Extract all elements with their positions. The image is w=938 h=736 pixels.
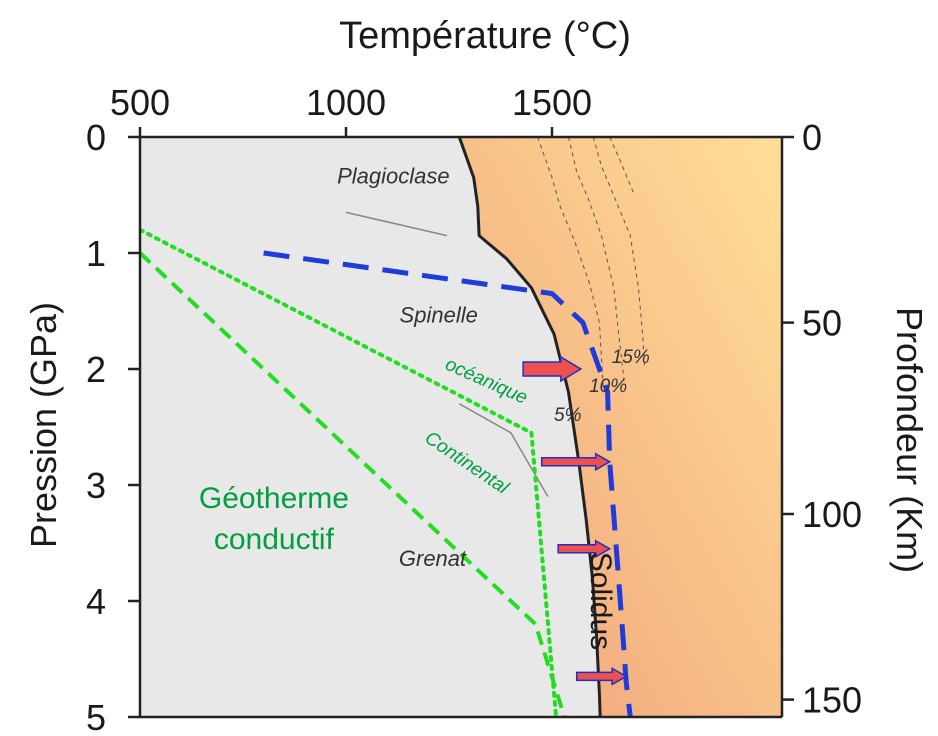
curve-label-geotherme: Géotherme xyxy=(199,482,349,515)
left-tick-label: 4 xyxy=(86,581,106,622)
left-tick-label: 2 xyxy=(86,349,106,390)
top-tick-label: 1000 xyxy=(306,82,386,123)
right-tick-label: 100 xyxy=(802,494,862,535)
phase-boundary-upper-line xyxy=(345,211,448,237)
top-axis-title: Température (°C) xyxy=(339,15,631,57)
left-tick-label: 5 xyxy=(86,697,106,736)
geotherm-oceanic-line xyxy=(140,227,559,717)
left-tick-label: 0 xyxy=(86,117,106,158)
melt-outer-line xyxy=(609,137,635,196)
adiabat-line xyxy=(263,250,633,717)
left-tick-label: 3 xyxy=(86,465,106,506)
melt-5-line xyxy=(537,137,604,393)
region-label-grenat: Grenat xyxy=(399,546,467,571)
phase-boundary-lower-line xyxy=(458,403,549,497)
top-tick-label: 500 xyxy=(110,82,170,123)
melting-region xyxy=(459,137,782,717)
geotherm-continental-line xyxy=(140,251,567,717)
solidus-label: Solidus xyxy=(584,552,617,650)
series-layer xyxy=(140,137,646,717)
region-label-plagioclase: Plagioclase xyxy=(337,163,450,188)
heating-arrow xyxy=(557,539,612,559)
left-axis-title: Pression (GPa) xyxy=(23,302,64,548)
heating-arrow xyxy=(522,355,583,383)
arrows-layer xyxy=(522,355,628,686)
left-tick-label: 1 xyxy=(86,233,106,274)
right-tick-label: 0 xyxy=(802,117,822,158)
melt-10-line xyxy=(568,137,625,381)
right-axis-title: Profondeur (Km) xyxy=(889,307,930,573)
heating-arrow xyxy=(540,452,612,472)
heating-arrow xyxy=(575,667,628,686)
melt-fraction-pct-5: 5% xyxy=(554,405,582,426)
region-label-spinelle: Spinelle xyxy=(400,303,478,328)
curve-label-conductif: conductif xyxy=(214,523,335,556)
right-tick-label: 150 xyxy=(802,680,862,721)
melt-fraction-pct-15: 15% xyxy=(612,347,650,368)
melt-15-line xyxy=(592,137,646,370)
melt-fraction-pct-10: 10% xyxy=(589,376,627,397)
top-tick-label: 1500 xyxy=(512,82,592,123)
right-tick-label: 50 xyxy=(802,303,842,344)
plot-area xyxy=(140,137,782,717)
